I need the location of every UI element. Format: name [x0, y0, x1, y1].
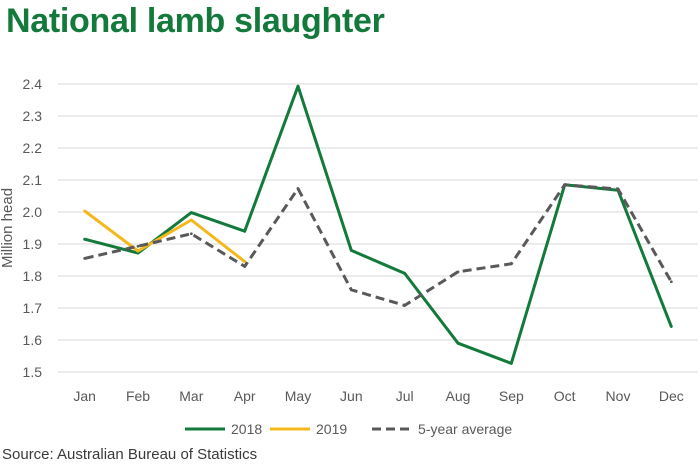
x-tick-label: Oct: [554, 388, 576, 404]
y-axis-ticks: 2.4 2.3 2.2 2.1 2.0 1.9 1.8 1.7 1.6 1.5: [23, 76, 43, 380]
data-point: [509, 262, 513, 266]
data-point: [83, 209, 87, 213]
data-point: [189, 218, 193, 222]
y-tick-label: 1.6: [23, 332, 43, 348]
y-tick-label: 1.9: [23, 236, 43, 252]
legend: 2018 2019 5-year average: [185, 421, 512, 437]
data-point: [349, 288, 353, 292]
gridlines: [58, 83, 698, 373]
y-tick-label: 2.2: [23, 140, 43, 156]
x-tick-label: Dec: [659, 388, 684, 404]
data-point: [349, 249, 353, 252]
x-tick-label: Jul: [396, 388, 414, 404]
data-point: [83, 257, 87, 260]
x-tick-label: Nov: [606, 388, 631, 404]
data-point: [669, 325, 673, 328]
legend-label: 5-year average: [418, 421, 512, 437]
x-tick-label: Feb: [126, 388, 150, 404]
data-point: [616, 187, 620, 191]
series-line: [84, 183, 673, 307]
data-point: [243, 260, 247, 263]
legend-label: 2019: [316, 421, 347, 437]
data-point: [243, 229, 247, 233]
y-tick-label: 2.0: [23, 204, 43, 220]
data-point: [136, 244, 140, 248]
source-note: Source: Australian Bureau of Statistics: [2, 446, 258, 463]
series-line: [84, 84, 673, 365]
data-point: [296, 187, 300, 191]
y-tick-label: 2.4: [23, 76, 43, 92]
data-point: [243, 265, 247, 268]
x-tick-label: Apr: [234, 388, 256, 404]
x-tick-label: May: [285, 388, 311, 404]
x-axis-ticks: Jan Feb Mar Apr May Jun Jul Aug Sep Oct Nov Dec: [73, 388, 683, 404]
data-point: [403, 304, 407, 307]
x-tick-label: Sep: [499, 388, 524, 404]
series-line: [83, 209, 246, 263]
x-tick-label: Jan: [73, 388, 96, 404]
data-point: [189, 232, 193, 236]
x-tick-label: Mar: [179, 388, 203, 404]
y-axis-label: Million head: [0, 188, 16, 268]
data-point: [456, 270, 460, 274]
y-tick-label: 1.5: [23, 364, 43, 380]
data-point: [403, 272, 407, 275]
y-tick-label: 2.3: [23, 108, 43, 124]
chart-title: National lamb slaughter: [6, 2, 385, 40]
data-point: [136, 249, 140, 253]
data-point: [563, 183, 567, 187]
data-point: [83, 237, 87, 241]
y-tick-label: 2.1: [23, 172, 43, 188]
data-point: [189, 211, 193, 215]
data-point: [509, 361, 513, 365]
y-tick-label: 1.7: [23, 300, 43, 316]
x-tick-label: Aug: [446, 388, 471, 404]
data-point: [456, 341, 460, 345]
legend-label: 2018: [231, 421, 262, 437]
data-point: [669, 280, 673, 284]
data-point: [296, 84, 300, 88]
x-tick-label: Jun: [340, 388, 363, 404]
series-lines: [83, 84, 673, 365]
y-tick-label: 1.8: [23, 268, 43, 284]
